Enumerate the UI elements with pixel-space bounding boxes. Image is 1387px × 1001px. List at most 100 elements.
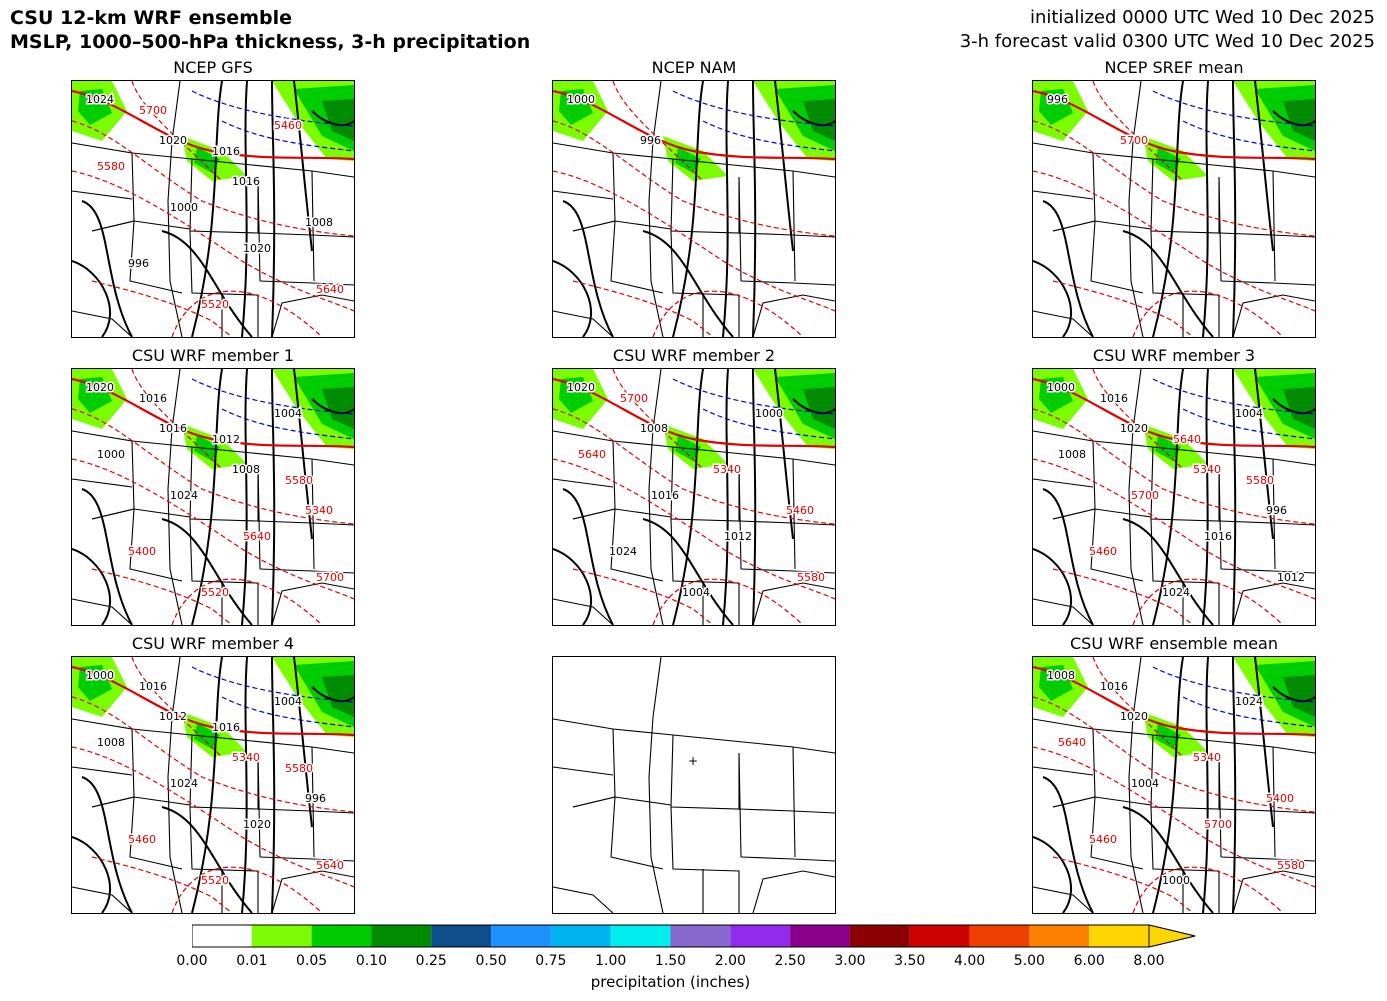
thickness-contours-cold <box>191 666 354 728</box>
isobar <box>241 369 248 625</box>
contour-label: 1016 <box>159 422 187 435</box>
state-border <box>738 464 742 570</box>
state-border <box>1052 796 1152 808</box>
contour-label: 5700 <box>139 104 167 117</box>
state-border <box>610 508 664 582</box>
thickness-contour <box>1092 81 1184 182</box>
state-boundaries <box>1033 81 1315 337</box>
contour-label: 1004 <box>274 407 302 420</box>
state-border <box>1033 430 1315 466</box>
mslp-isobars <box>1033 657 1315 913</box>
colorbar-tick-label: 2.50 <box>774 953 806 969</box>
state-border <box>259 856 354 862</box>
contour-label: 5640 <box>316 283 344 296</box>
state-border <box>1128 81 1144 337</box>
state-border <box>670 518 740 625</box>
state-border <box>553 142 835 178</box>
thickness-contour <box>1152 666 1315 703</box>
map-panel-member2: 1020 1008 5340 5460 1024 1004 1000 5640 1016 1012… <box>552 368 836 626</box>
colorbar-segment <box>909 925 970 947</box>
state-boundaries <box>72 369 354 625</box>
contour-label: 5640 <box>316 859 344 872</box>
thickness-contours-cold <box>191 378 354 440</box>
state-border <box>72 886 133 913</box>
contour-label: 1008 <box>232 463 260 476</box>
thickness-contour <box>652 578 804 625</box>
map-panel-member4: 1000 1012 5340 996 5460 5520 1004 1008 1024 1020 5… <box>71 656 355 914</box>
contour-label: 5520 <box>201 298 229 311</box>
state-border <box>1150 518 1220 625</box>
colorbar-tick-label: 6.00 <box>1073 953 1105 969</box>
isobar <box>271 657 276 913</box>
precip-area <box>1283 387 1315 429</box>
isobar <box>241 657 248 913</box>
map-panel-ensemble-mean: 1008 1020 5340 5400 5460 1000 1024 5640 1004 5700… <box>1032 656 1316 914</box>
contour-label: 5700 <box>1131 489 1159 502</box>
state-border <box>1033 310 1094 337</box>
thickness-contour <box>72 120 354 237</box>
isobar <box>1232 81 1237 337</box>
state-border <box>740 856 835 862</box>
state-border <box>1218 752 1222 858</box>
state-border <box>257 464 261 570</box>
thickness-contour <box>553 458 835 600</box>
contour-label: 1020 <box>1120 422 1148 435</box>
state-border <box>1090 796 1144 870</box>
thickness-contours-warm <box>1033 657 1315 913</box>
isobar <box>1042 776 1094 913</box>
state-border <box>91 796 191 808</box>
thickness-contour <box>672 378 835 415</box>
state-border <box>72 430 354 466</box>
contour-label: 1000 <box>170 201 198 214</box>
isobar <box>722 369 729 625</box>
isobar <box>553 548 593 625</box>
contour-label: 1024 <box>1235 695 1263 708</box>
contour-label: 1016 <box>212 721 240 734</box>
thickness-contour <box>1052 568 1194 625</box>
state-border <box>1218 176 1222 282</box>
contour-label: 1020 <box>243 818 271 831</box>
isobar <box>72 260 112 337</box>
isobar <box>1122 806 1214 913</box>
state-border <box>257 808 354 814</box>
map-panel-nam: 1000 996 <box>552 80 836 338</box>
precip-area <box>803 99 835 141</box>
thickness-contour <box>72 458 354 600</box>
contour-label: 5460 <box>1089 545 1117 558</box>
map-canvas: 1000 1012 5340 996 5460 5520 1004 1008 1024 1020 5… <box>72 657 354 913</box>
contour-label: 1012 <box>724 530 752 543</box>
contour-label: 1000 <box>755 407 783 420</box>
isobar <box>161 230 253 337</box>
state-border <box>610 220 664 294</box>
state-border <box>72 142 354 178</box>
contour-label: 996 <box>1266 504 1287 517</box>
isobar <box>1202 81 1209 337</box>
title-line-2: MSLP, 1000–500-hPa thickness, 3-h precip… <box>10 31 531 53</box>
precip-area <box>322 99 354 141</box>
contour-label: 1016 <box>212 145 240 158</box>
thickness-contour <box>191 666 354 703</box>
isobar <box>161 518 253 625</box>
state-border <box>740 568 835 574</box>
state-border <box>271 294 354 337</box>
map-panel-member1: 1020 1016 1008 5340 5400 5520 1004 1000 1024 5640… <box>71 368 355 626</box>
state-border <box>648 81 664 337</box>
thickness-contour <box>171 290 323 337</box>
colorbar-tick-label: 1.00 <box>595 953 627 969</box>
isobar <box>672 369 704 625</box>
contour-label: 5520 <box>201 586 229 599</box>
isobar <box>1202 369 1209 625</box>
isobar <box>81 200 133 337</box>
state-border <box>738 232 835 238</box>
precip-area <box>1039 89 1073 125</box>
colorbar-tick-label: 0.50 <box>475 953 507 969</box>
thickness-5400-line <box>553 89 835 161</box>
thickness-contour <box>612 81 704 182</box>
isobar <box>271 369 276 625</box>
thickness-contours-cold <box>1152 90 1315 152</box>
thickness-contour <box>1033 746 1315 888</box>
isobar <box>1122 518 1214 625</box>
contour-label: 1020 <box>567 381 595 394</box>
state-border <box>259 568 354 574</box>
contour-label: 5400 <box>1266 792 1294 805</box>
